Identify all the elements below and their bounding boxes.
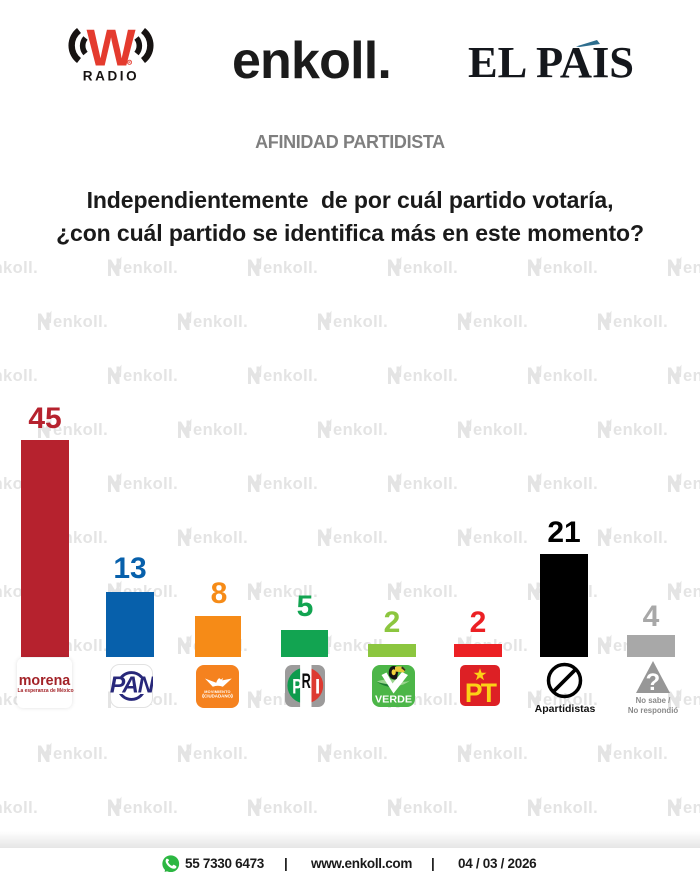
svg-text:PT: PT: [465, 678, 497, 706]
svg-text:RADIO: RADIO: [83, 69, 140, 84]
svg-text:VERDE: VERDE: [375, 695, 412, 706]
svg-text:P: P: [292, 676, 302, 699]
svg-text:I: I: [315, 676, 320, 699]
svg-text:W: W: [86, 20, 136, 78]
svg-text:?: ?: [645, 669, 660, 693]
svg-text:R: R: [128, 61, 131, 65]
svg-text:R: R: [302, 670, 311, 693]
svg-text:MOVIMIENTO: MOVIMIENTO: [204, 690, 230, 694]
svg-text:《CIUDADANO》: 《CIUDADANO》: [200, 694, 236, 700]
svg-text:PAN: PAN: [110, 672, 153, 698]
